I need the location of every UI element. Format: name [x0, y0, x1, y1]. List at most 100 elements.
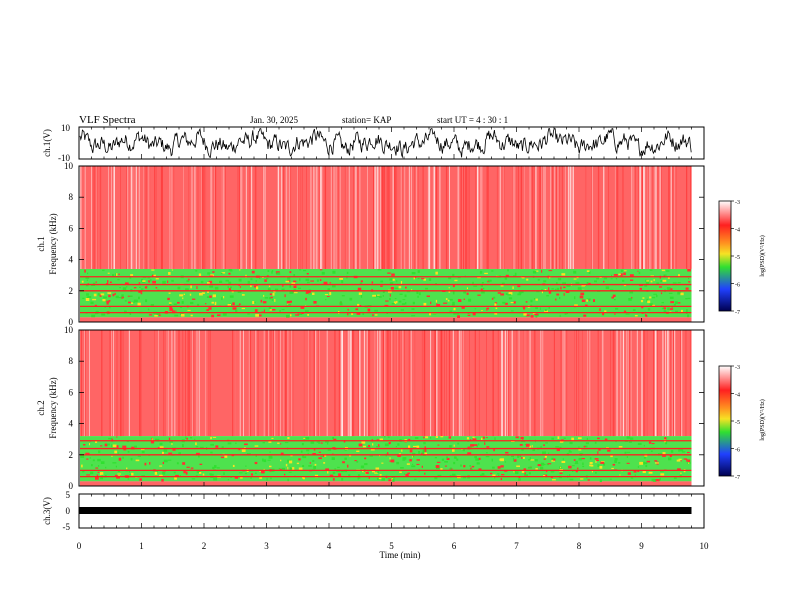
- spectrogram-speckle: [612, 463, 616, 466]
- spectrogram-speckle: [594, 280, 597, 283]
- spectrogram-speckle: [128, 470, 130, 473]
- spectrogram-speckle: [493, 296, 496, 299]
- spectrogram-streak: [283, 330, 286, 437]
- spectrogram-streak: [571, 166, 573, 269]
- spectrogram-speckle: [81, 464, 83, 468]
- spectrogram-streak: [477, 166, 478, 269]
- spectrogram-speckle: [97, 293, 100, 296]
- spectrogram-speckle: [493, 448, 495, 452]
- spectrogram-speckle: [462, 449, 465, 451]
- spectrogram-speckle: [388, 443, 391, 445]
- spectrogram-speckle: [416, 463, 420, 465]
- figure-date: Jan. 30, 2025: [250, 115, 298, 125]
- spectrogram-speckle: [512, 457, 515, 461]
- spectrogram-speckle: [541, 291, 543, 294]
- spectrogram-streak: [274, 330, 276, 437]
- spectrogram-streak: [409, 166, 410, 269]
- spectrogram-speckle: [561, 273, 566, 276]
- spectrogram-speckle: [300, 306, 305, 309]
- spectrogram-speckle: [254, 461, 258, 465]
- spectrogram-streak: [266, 330, 269, 437]
- spectrogram-speckle: [479, 474, 483, 477]
- spectrogram-streak: [458, 166, 460, 269]
- spectrogram-speckle: [342, 461, 345, 464]
- spectrogram-speckle: [215, 301, 217, 304]
- spectrogram-speckle: [634, 315, 638, 317]
- spectrogram-streak: [348, 166, 350, 269]
- spectrogram-speckle: [511, 455, 514, 458]
- spectrogram-speckle: [477, 276, 481, 279]
- spectrogram-speckle: [307, 281, 310, 284]
- spectrogram-speckle: [162, 451, 164, 454]
- spectrogram-streak: [85, 330, 87, 437]
- spectrogram-speckle: [673, 477, 677, 480]
- spectrogram-speckle: [604, 438, 608, 441]
- spectrogram-speckle: [634, 474, 636, 478]
- spectrogram-streak: [367, 166, 368, 269]
- spectrogram-speckle: [129, 474, 132, 476]
- spectrogram-streak: [85, 330, 87, 437]
- spectrogram-speckle: [494, 302, 498, 304]
- spectrogram-speckle: [389, 298, 391, 301]
- spectrogram-streak: [210, 166, 212, 269]
- spectrogram-speckle: [471, 465, 475, 468]
- spectrogram-streak: [550, 166, 552, 269]
- spectrogram-speckle: [198, 273, 202, 277]
- spectrogram-streak: [462, 166, 464, 269]
- spectrogram-speckle: [391, 273, 395, 276]
- spectrogram-speckle: [227, 479, 229, 481]
- spectrogram-streak: [239, 166, 241, 269]
- spectrogram-speckle: [421, 465, 423, 468]
- spectrogram-speckle: [269, 309, 272, 311]
- spectrogram-speckle: [348, 474, 351, 478]
- spectrogram-speckle: [497, 466, 501, 469]
- spectrogram-speckle: [274, 298, 276, 302]
- spectrogram-speckle: [530, 299, 533, 303]
- spectrogram-speckle: [306, 273, 309, 275]
- spectrogram-speckle: [556, 287, 560, 291]
- spectrogram-speckle: [517, 455, 520, 458]
- spectrogram-streak: [301, 166, 303, 269]
- spectrogram-speckle: [212, 466, 215, 470]
- spectrogram-speckle: [264, 297, 269, 299]
- spectrogram-speckle: [555, 446, 560, 448]
- spectrogram-speckle: [560, 286, 562, 290]
- spectrogram-speckle: [614, 460, 617, 463]
- spectrogram-streak: [635, 166, 636, 269]
- spectrogram-speckle: [486, 446, 490, 448]
- spectrogram-speckle: [642, 297, 645, 299]
- spectrogram-streak: [191, 166, 193, 269]
- spectrogram-speckle: [669, 296, 674, 299]
- spectrogram-speckle: [284, 442, 289, 444]
- ch1-waveform-ticks: [78, 127, 705, 159]
- spectrogram-streak: [529, 166, 531, 269]
- spectrogram-speckle: [452, 449, 455, 452]
- spectrogram-speckle: [349, 297, 353, 301]
- spectrogram-streak: [99, 166, 102, 269]
- spectrogram-speckle: [681, 309, 683, 313]
- spectrogram-speckle: [498, 474, 500, 477]
- spectrogram-speckle: [677, 302, 681, 304]
- spectrogram-streak: [457, 330, 459, 437]
- spectrogram-speckle: [400, 281, 403, 284]
- spectrogram-speckle: [190, 314, 193, 317]
- spectrogram-speckle: [332, 284, 336, 288]
- spectrogram-speckle: [675, 310, 678, 313]
- spectrogram-speckle: [351, 312, 354, 315]
- spectrogram-speckle: [357, 287, 362, 291]
- spectrogram-speckle: [379, 474, 382, 476]
- spectrogram-speckle: [534, 270, 539, 272]
- spectrogram-speckle: [96, 474, 99, 478]
- spectrogram-speckle: [652, 304, 655, 307]
- spectrogram-speckle: [168, 302, 172, 304]
- spectrogram-speckle: [169, 440, 173, 443]
- spectrogram-streak: [458, 330, 460, 437]
- spectrogram-streak: [650, 166, 652, 269]
- spectrogram-speckle: [624, 270, 627, 272]
- spectrogram-speckle: [213, 477, 218, 481]
- spectrogram-speckle: [310, 280, 314, 282]
- spectrogram-speckle: [611, 467, 614, 469]
- spectrogram-speckle: [480, 288, 483, 291]
- spectrogram-streak: [320, 166, 323, 269]
- spectrogram-speckle: [280, 443, 282, 445]
